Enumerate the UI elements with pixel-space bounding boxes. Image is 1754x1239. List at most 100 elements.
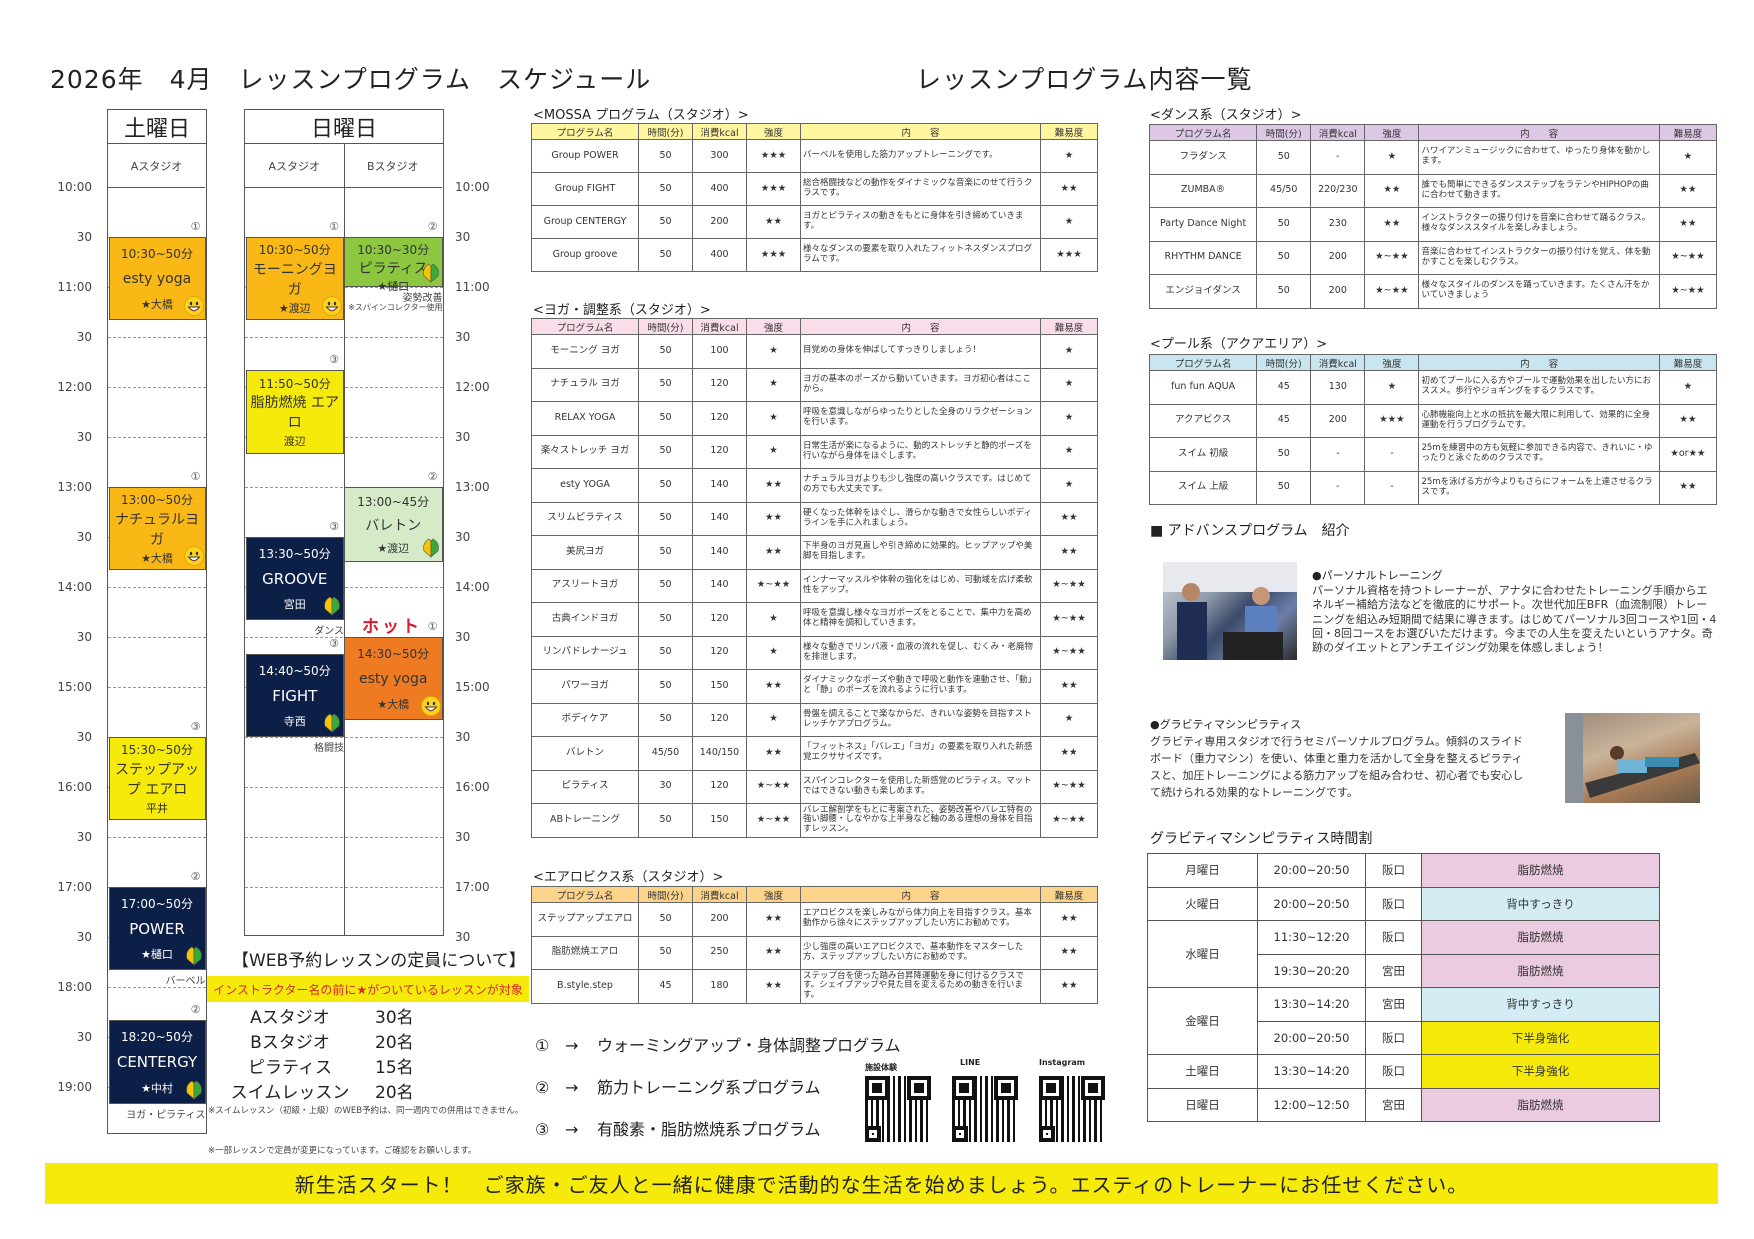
table-header-row: プログラム名 時間(分) 消費kcal 強度内 容難易度 <box>1148 124 1718 141</box>
qr-code-3[interactable] <box>1039 1076 1105 1142</box>
difficulty: ★★ <box>1040 902 1098 937</box>
duration: 50 <box>638 139 693 173</box>
program-name: ナチュラル ヨガ <box>531 367 639 402</box>
lesson-time: 13:00~50分 <box>121 493 193 508</box>
column-header: 内 容 <box>1418 354 1660 371</box>
saturday-day-header: 土曜日 <box>108 110 206 144</box>
difficulty: ★★ <box>1040 736 1098 771</box>
difficulty: ★~★★ <box>1040 635 1098 670</box>
difficulty: ★ <box>1040 139 1098 173</box>
description: 心肺機能向上と水の抵抗を最大限に利用して、効果的に全身運動を行うプログラムです。 <box>1418 403 1660 438</box>
intensity: ★ <box>746 367 801 402</box>
lesson-note: ダンス <box>314 626 344 638</box>
program-name: スイム 初級 <box>1148 437 1258 472</box>
kcal: 120 <box>692 602 747 637</box>
yoga-table: プログラム名 時間(分) 消費kcal 強度内 容難易度 モーニング ヨガ 50 100 ★ 目… <box>531 318 1098 838</box>
kcal: 220/230 <box>1310 173 1366 208</box>
category-mark: ① <box>427 620 438 633</box>
timetable-row: 月曜日 20:00~20:50 阪口 脂肪燃焼 <box>1147 853 1660 888</box>
qr-label: 施設体験 <box>865 1063 897 1072</box>
lesson-block[interactable]: 15:30~50分 ステップアップ エアロ 平井 <box>108 737 206 821</box>
program-name: Group groove <box>531 238 639 272</box>
duration: 50 <box>638 635 693 670</box>
time-label: 11:00 <box>57 280 92 294</box>
day-cell: 火曜日 <box>1147 886 1258 921</box>
description: エアロビクスを楽しみながら体力向上を目指すクラス。基本動作から徐々にステップアッ… <box>800 902 1041 937</box>
description: ダイナミックなポーズや動きで呼吸と動作を連動させ、「動」と「静」のポーズを流れる… <box>800 669 1041 704</box>
time-cell: 20:00~20:50 <box>1257 853 1366 888</box>
column-header: 難易度 <box>1040 886 1098 903</box>
lesson-block[interactable]: 11:50~50分 脂肪燃焼 エアロ 渡辺 <box>245 370 344 454</box>
difficulty: ★ <box>1040 434 1098 469</box>
time-label: 10:00 <box>455 180 490 194</box>
legend-item: ① → ウォーミングアップ・身体調整プログラム <box>535 1032 901 1056</box>
column-header: 強度 <box>746 318 801 335</box>
time-label: 30 <box>76 1030 92 1044</box>
category-mark: ③ <box>190 720 201 733</box>
time-label: 13:00 <box>57 480 92 494</box>
program-name: B.style.step <box>531 969 639 1004</box>
qr-code-2[interactable] <box>952 1076 1018 1142</box>
duration: 50 <box>638 568 693 603</box>
table-row: エンジョイダンス 50 200 ★~★★ 様々なスタイルのダンスを踊っていきます。たくさ… <box>1148 274 1718 309</box>
time-cell: 11:30~12:20 <box>1257 920 1366 955</box>
time-label: 17:00 <box>455 880 490 894</box>
program-cell: 脂肪燃焼 <box>1421 853 1660 888</box>
aerobics-title: <エアロビクス系（スタジオ）> <box>533 870 724 885</box>
table-row: ナチュラル ヨガ 50 120 ★ ヨガの基本のポーズから動いていきます。ヨガ初心者はこ… <box>531 367 1098 402</box>
time-label: 15:00 <box>455 680 490 694</box>
time-label: 30 <box>455 930 471 944</box>
description: 様々なスタイルのダンスを踊っていきます。たくさん汗をかいていきましょう <box>1418 274 1660 309</box>
lesson-name: ピラティス <box>358 261 428 277</box>
duration: 50 <box>638 434 693 469</box>
kcal: 120 <box>692 702 747 737</box>
gravity-timetable: 月曜日 20:00~20:50 阪口 脂肪燃焼 火曜日 20:00~20:50 阪口 背中すっ… <box>1147 853 1660 1122</box>
smiley-icon <box>183 546 204 567</box>
table-row: パワーヨガ 50 150 ★★ ダイナミックなポーズや動きで呼吸と動作を連動させ、「動」… <box>531 669 1098 704</box>
program-name: フラダンス <box>1148 140 1258 175</box>
intensity: ★★ <box>746 501 801 536</box>
time-label: 13:00 <box>455 480 490 494</box>
instructor-cell: 宮田 <box>1365 987 1422 1022</box>
instructor-cell: 阪口 <box>1365 920 1422 955</box>
lesson-name: POWER <box>129 920 185 939</box>
kcal: 120 <box>692 367 747 402</box>
intensity: ★★★ <box>746 172 801 206</box>
time-label: 30 <box>455 430 471 444</box>
grid-line <box>245 786 443 788</box>
table-header-row: プログラム名 時間(分) 消費kcal 強度内 容難易度 <box>531 123 1098 140</box>
duration: 50 <box>638 334 693 369</box>
lesson-instructor: 宮田 <box>283 598 306 612</box>
table-row: ボディケア 50 120 ★ 骨盤を調えることで楽なからだ、きれいな姿勢を目指すストレッ… <box>531 702 1098 737</box>
capacity-studio: Bスタジオ <box>250 1033 330 1053</box>
program-name: Group POWER <box>531 139 639 173</box>
lesson-time: 18:20~50分 <box>121 1030 193 1045</box>
program-name: パワーヨガ <box>531 669 639 704</box>
intensity: ★★★ <box>746 238 801 272</box>
lesson-block[interactable]: 10:30~30分 ピラティス ★樋口 <box>344 237 443 293</box>
qr-code-1[interactable] <box>865 1076 931 1142</box>
kcal: 130 <box>1310 370 1366 405</box>
beginner-mark-icon <box>421 538 441 558</box>
table-row: アクアビクス 45 200 ★★★ 心肺機能向上と水の抵抗を最大限に利用して、効果的に全… <box>1148 403 1718 438</box>
intensity: ★ <box>746 334 801 369</box>
legend-mark: ② <box>535 1078 550 1097</box>
hot-label: ホット <box>362 617 422 637</box>
column-header: 強度 <box>746 886 801 903</box>
time-cell: 12:00~12:50 <box>1257 1087 1366 1122</box>
lesson-name: ステップアップ エアロ <box>115 762 199 799</box>
program-cell: 背中すっきり <box>1421 886 1660 921</box>
time-label: 30 <box>76 330 92 344</box>
timetable-row: 水曜日 11:30~12:20 阪口 脂肪燃焼 <box>1147 920 1660 988</box>
table-row: 古典インドヨガ 50 120 ★ 呼吸を意識し様々なヨガポーズをとることで、集中力を高め… <box>531 602 1098 637</box>
description: 呼吸を意識しながらゆったりとした全身のリラクゼーションを行います。 <box>800 401 1041 436</box>
lesson-block[interactable]: 13:00~50分 ナチュラルヨガ ★大橋 <box>108 487 206 571</box>
duration: 50 <box>638 172 693 206</box>
lesson-note: 姿勢改善 <box>402 293 443 304</box>
column-header: 消費kcal <box>692 886 747 903</box>
program-name: RHYTHM DANCE <box>1148 240 1258 275</box>
column-header: 消費kcal <box>692 318 747 335</box>
dance-title: <ダンス系（スタジオ）> <box>1150 108 1302 123</box>
intensity: ★~★★ <box>1364 240 1420 275</box>
table-row: RELAX YOGA 50 120 ★ 呼吸を意識しながらゆったりとした全身のリラクゼー… <box>531 401 1098 436</box>
